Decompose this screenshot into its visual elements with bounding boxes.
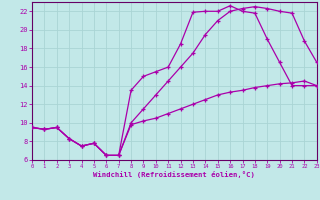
X-axis label: Windchill (Refroidissement éolien,°C): Windchill (Refroidissement éolien,°C) [93,171,255,178]
